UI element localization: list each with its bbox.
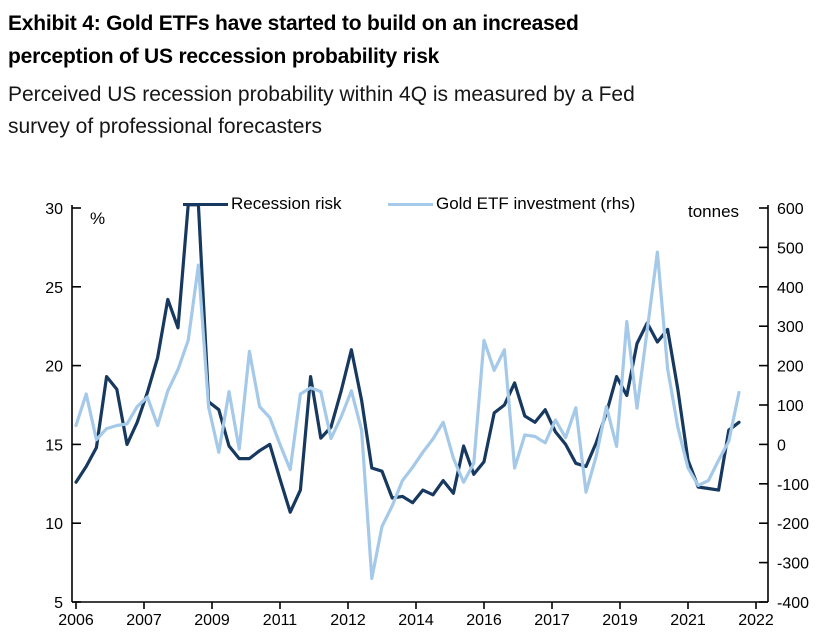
- x-axis-tick-label: 2022: [738, 612, 774, 629]
- x-axis-tick-label: 2014: [398, 612, 434, 629]
- right-axis-tick-label: 300: [777, 319, 804, 336]
- left-axis-tick-label: 5: [54, 595, 63, 612]
- right-axis-tick-label: -100: [777, 477, 809, 494]
- right-axis-tick-label: 200: [777, 359, 804, 376]
- legend-item-gold-etf: Gold ETF investment (rhs): [388, 194, 636, 213]
- gold-etf-investment-rhs-line: [74, 250, 741, 581]
- x-axis-tick-label: 2006: [58, 612, 94, 629]
- exhibit-title: Exhibit 4: Gold ETFs have started to bui…: [8, 12, 579, 68]
- left-axis-tick-label: 15: [45, 437, 63, 454]
- x-axis-tick-label: 2012: [330, 612, 366, 629]
- left-axis-tick-label: 25: [45, 280, 63, 297]
- x-axis-tick-label: 2016: [466, 612, 502, 629]
- gold-etf-line-swatch: [388, 202, 433, 206]
- right-axis-tick-label: -300: [777, 556, 809, 573]
- x-axis-tick-label: 2007: [126, 612, 162, 629]
- right-axis-tick-label: -400: [777, 595, 809, 612]
- gold-etf-legend-label: Gold ETF investment (rhs): [436, 194, 636, 213]
- x-axis-tick-label: 2019: [602, 612, 638, 629]
- right-axis-tick-label: 500: [777, 240, 804, 257]
- left-axis-unit-label: %: [90, 209, 106, 228]
- x-axis-tick-label: 2011: [263, 612, 298, 629]
- right-axis-tick-label: 0: [777, 437, 786, 454]
- right-axis-tick-label: 400: [777, 280, 804, 297]
- left-axis-tick-label: 20: [45, 359, 63, 376]
- exhibit-subtitle: Perceived US recession probability withi…: [8, 83, 635, 138]
- left-axis-tick-label: 30: [45, 201, 63, 218]
- right-axis-tick-label: -200: [777, 516, 809, 533]
- right-axis-unit-label: tonnes: [688, 202, 740, 221]
- left-axis-tick-label: 10: [45, 516, 63, 533]
- recession-risk-line-swatch: [183, 202, 228, 206]
- recession-risk-line: [74, 203, 741, 514]
- right-axis-tick-label: 600: [777, 201, 804, 218]
- legend-item-recession-risk: Recession risk: [183, 194, 342, 213]
- x-axis-tick-label: 2021: [670, 612, 706, 629]
- right-axis-tick-label: 100: [777, 398, 804, 415]
- recession-risk-legend-label: Recession risk: [231, 194, 342, 213]
- x-axis-tick-label: 2017: [534, 612, 570, 629]
- x-axis-tick-label: 2009: [194, 612, 230, 629]
